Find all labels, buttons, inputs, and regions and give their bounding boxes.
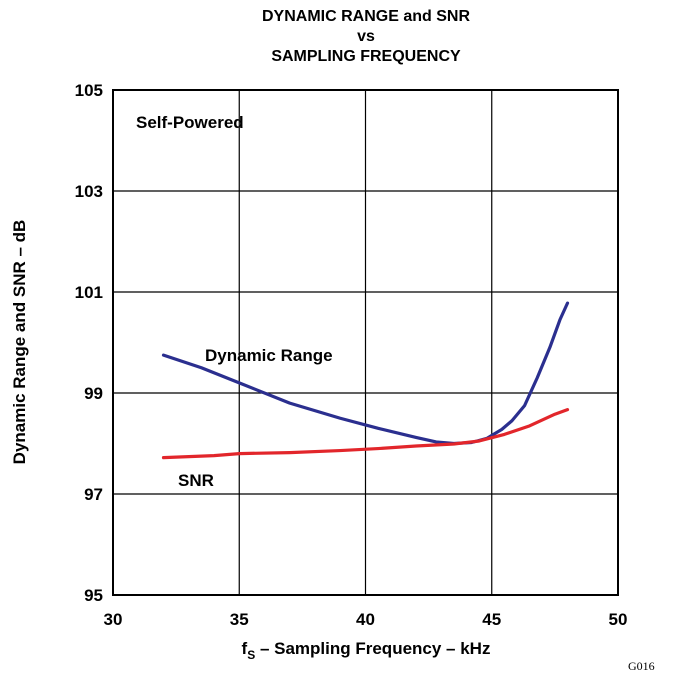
x-tick-label: 45 [482,610,501,629]
x-axis-label-rest: – Sampling Frequency – kHz [255,639,490,658]
series-layer [161,301,570,460]
series-label-snr: SNR [178,471,214,490]
x-axis-label-subscript: S [247,648,255,662]
y-tick-label: 101 [75,283,103,302]
x-tick-label: 30 [104,610,123,629]
grid [113,90,618,595]
x-axis-label-f: f [242,639,248,658]
figure-code: G016 [628,659,655,673]
x-tick-labels: 30 35 40 45 50 [104,610,628,629]
chart-title: DYNAMIC RANGE and SNR vs SAMPLING FREQUE… [262,8,470,65]
y-tick-label: 103 [75,182,103,201]
y-axis-label: Dynamic Range and SNR – dB [10,220,29,465]
x-tick-label: 35 [230,610,249,629]
title-line-2: vs [357,28,375,45]
y-tick-label: 97 [84,485,103,504]
x-axis-label: fS – Sampling Frequency – kHz [242,639,491,662]
series-label-dynamic-range: Dynamic Range [205,346,333,365]
plot-frame [112,89,619,596]
y-tick-label: 99 [84,384,103,403]
y-tick-label: 95 [84,586,103,605]
series-line-snr [161,408,570,460]
annotation-self-powered: Self-Powered [136,113,244,132]
x-tick-label: 50 [609,610,628,629]
title-line-1: DYNAMIC RANGE and SNR [262,8,470,25]
x-tick-label: 40 [356,610,375,629]
title-line-3: SAMPLING FREQUENCY [271,48,461,65]
y-tick-labels: 95 97 99 101 103 105 [75,81,103,605]
y-tick-label: 105 [75,81,103,100]
